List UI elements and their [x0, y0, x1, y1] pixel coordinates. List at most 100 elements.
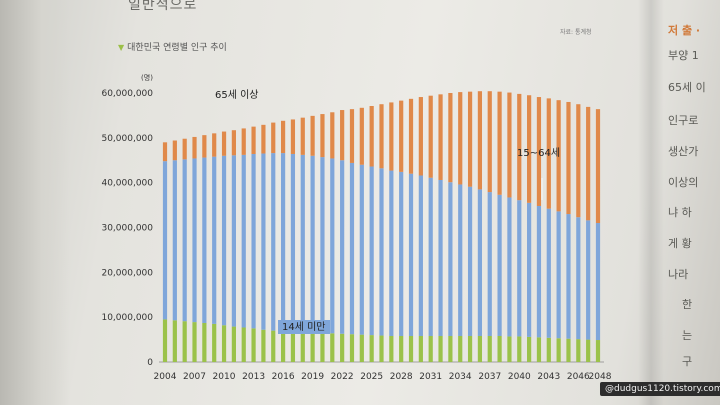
annotation-label: 65세 이상 [215, 89, 259, 101]
bar-under-14-2025 [369, 335, 374, 362]
x-tick-label: 2007 [183, 372, 206, 382]
bar-age-65-plus-2020 [320, 114, 325, 158]
bar-age-15-64-2021 [330, 158, 335, 334]
bar-under-14-2044 [556, 338, 561, 362]
bar-under-14-2030 [418, 336, 423, 362]
bar-age-15-64-2028 [399, 171, 404, 336]
bar-age-15-64-2039 [507, 197, 512, 337]
y-tick-label: 10,000,000 [101, 313, 153, 323]
bar-age-65-plus-2040 [517, 93, 522, 201]
bar-under-14-2039 [507, 336, 512, 362]
bar-age-15-64-2023 [349, 162, 355, 335]
bar-age-65-plus-2029 [408, 98, 414, 174]
annotation-label: 15~64세 [517, 147, 560, 159]
annotation-label: 14세 미만 [282, 321, 326, 333]
bar-under-14-2036 [477, 336, 483, 362]
bar-under-14-2011 [231, 326, 236, 362]
side-text-line: 구 [682, 355, 693, 368]
bar-age-65-plus-2007 [192, 136, 197, 159]
bar-age-65-plus-2039 [507, 92, 512, 198]
bar-under-14-2022 [340, 333, 345, 362]
side-text-line: 부양 1 [668, 49, 699, 62]
bar-age-65-plus-2009 [212, 133, 217, 157]
bar-age-15-64-2019 [310, 155, 315, 333]
bar-age-15-64-2044 [556, 211, 561, 339]
bar-age-65-plus-2016 [280, 120, 286, 154]
bar-under-14-2015 [271, 330, 276, 362]
x-tick-label: 2048 [589, 372, 612, 382]
bar-under-14-2041 [527, 336, 532, 362]
bar-under-14-2017 [290, 331, 296, 362]
bar-age-65-plus-2028 [399, 100, 404, 172]
side-text-line: 인구로 [668, 114, 699, 127]
bar-age-65-plus-2033 [448, 93, 453, 183]
side-text-line: 는 [682, 329, 693, 342]
bar-under-14-2037 [487, 336, 492, 362]
bar-age-15-64-2026 [379, 168, 384, 336]
bar-under-14-2021 [330, 333, 335, 362]
bar-age-15-64-2022 [340, 160, 345, 334]
bar-age-15-64-2015 [271, 153, 276, 331]
bar-age-65-plus-2031 [428, 95, 433, 178]
x-tick-label: 2013 [242, 372, 265, 382]
y-tick-label: 40,000,000 [101, 179, 153, 189]
bar-age-15-64-2006 [182, 159, 187, 322]
chart-title-text: 대한민국 연령별 인구 추이 [127, 43, 227, 53]
bar-age-65-plus-2006 [182, 138, 187, 160]
bar-under-14-2023 [349, 334, 355, 362]
bar-age-65-plus-2027 [389, 102, 394, 171]
source-note: 자료: 통계청 [560, 29, 592, 36]
bar-under-14-2013 [251, 328, 256, 363]
bar-age-65-plus-2014 [261, 124, 266, 154]
bar-under-14-2035 [467, 336, 473, 362]
bar-age-65-plus-2044 [556, 100, 561, 212]
bar-under-14-2005 [172, 320, 177, 362]
bar-under-14-2009 [212, 323, 217, 362]
bar-age-15-64-2029 [408, 173, 414, 336]
y-tick-label: 20,000,000 [101, 268, 153, 278]
bar-under-14-2010 [221, 325, 227, 362]
x-tick-label: 2037 [478, 372, 501, 382]
bar-age-15-64-2041 [527, 202, 532, 337]
bar-age-15-64-2008 [202, 157, 207, 323]
bar-age-15-64-2037 [487, 192, 492, 336]
bar-under-14-2012 [241, 327, 246, 362]
bar-under-14-2007 [192, 322, 197, 362]
bar-age-65-plus-2013 [251, 126, 256, 154]
bar-age-65-plus-2022 [340, 110, 345, 161]
bar-age-65-plus-2030 [418, 97, 423, 176]
bar-age-15-64-2014 [261, 153, 266, 330]
bar-age-15-64-2033 [448, 182, 453, 336]
bar-under-14-2040 [517, 336, 522, 362]
bar-age-65-plus-2041 [527, 95, 532, 203]
bar-age-15-64-2030 [418, 175, 423, 336]
side-text-line: 65세 이 [668, 81, 706, 94]
bar-under-14-2038 [497, 336, 502, 362]
x-tick-label: 2034 [449, 372, 472, 382]
bar-age-15-64-2027 [389, 170, 394, 336]
bar-age-15-64-2032 [438, 179, 443, 336]
bar-age-65-plus-2035 [467, 91, 473, 187]
bar-age-15-64-2042 [536, 205, 542, 338]
bar-age-15-64-2020 [320, 157, 325, 333]
side-text-line: 이상의 [668, 176, 699, 189]
bar-age-15-64-2011 [231, 155, 236, 327]
bullet-marker-icon: ▼ [118, 43, 125, 52]
bar-age-15-64-2040 [517, 200, 522, 337]
side-text-line: 한 [682, 298, 693, 311]
bar-under-14-2033 [448, 336, 453, 362]
bar-under-14-2032 [438, 336, 443, 362]
bar-age-65-plus-2021 [330, 112, 335, 159]
bar-age-15-64-2004 [162, 161, 168, 320]
bar-age-15-64-2038 [497, 194, 502, 336]
x-tick-label: 2043 [537, 372, 560, 382]
bar-age-65-plus-2011 [231, 130, 236, 156]
bar-under-14-2046 [576, 339, 581, 362]
bar-age-65-plus-2037 [487, 91, 492, 193]
bar-under-14-2029 [408, 336, 414, 362]
bar-under-14-2027 [389, 336, 394, 362]
bar-age-65-plus-2010 [221, 131, 227, 156]
bar-under-14-2048 [595, 340, 601, 362]
chart-title: ▼ 대한민국 연령별 인구 추이 [118, 40, 227, 53]
